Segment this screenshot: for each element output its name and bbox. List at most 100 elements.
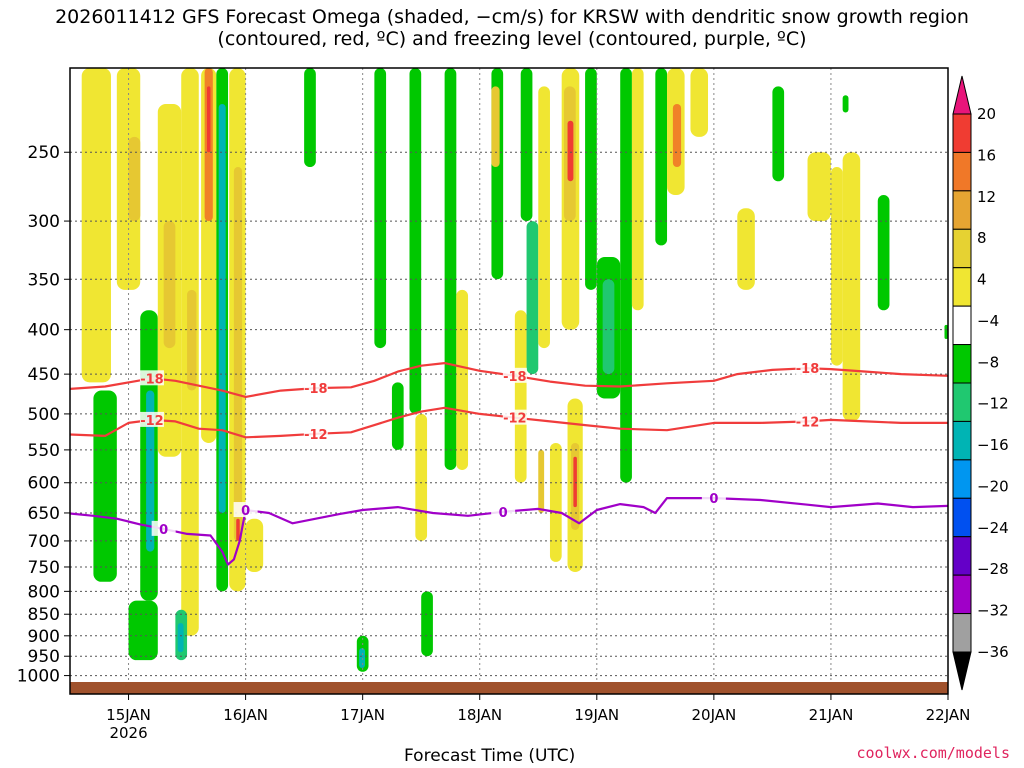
y-tick-label: 650 <box>28 504 60 524</box>
x-tick-label: 22JAN <box>926 706 971 724</box>
omega-cell <box>128 136 141 222</box>
omega-cell <box>163 221 176 349</box>
omega-cell <box>128 600 158 661</box>
colorbar-label: −28 <box>977 560 1009 578</box>
colorbar-swatch <box>952 190 972 230</box>
contour-label: 0 <box>159 523 168 538</box>
colorbar-swatch <box>952 113 972 153</box>
contour-label-bg <box>139 411 164 427</box>
y-tick-label: 700 <box>28 532 60 552</box>
colorbar-swatch <box>952 420 972 461</box>
y-tick-label: 350 <box>28 270 60 290</box>
contour-label: 0 <box>499 506 508 521</box>
colorbar-label: −36 <box>977 643 1009 661</box>
colorbar-label: −24 <box>977 519 1009 537</box>
omega-cell <box>304 68 316 168</box>
colorbar-swatch <box>952 574 972 615</box>
contour-label-bg <box>233 502 258 518</box>
colorbar-label: 20 <box>977 105 996 123</box>
y-tick-label: 950 <box>28 647 60 667</box>
y-tick-label: 750 <box>28 558 60 578</box>
omega-cell <box>690 68 709 137</box>
omega-cell <box>567 120 574 182</box>
y-tick-label: 300 <box>28 212 60 232</box>
omega-cell <box>374 68 387 349</box>
omega-cell <box>93 390 117 582</box>
credit-text: coolwx.com/models <box>856 744 1010 762</box>
colorbar-swatch <box>952 536 972 576</box>
omega-cell <box>444 68 457 470</box>
contour-line <box>70 362 948 398</box>
ground-band <box>70 682 948 694</box>
y-tick-label: 400 <box>28 321 60 341</box>
contour-label-bg <box>139 370 164 386</box>
colorbar-label: −16 <box>977 436 1009 454</box>
contour-label: 0 <box>241 504 250 519</box>
x-tick-label: 16JAN <box>223 706 268 724</box>
omega-cell <box>842 152 861 422</box>
y-tick-label: 450 <box>28 365 60 385</box>
omega-cell <box>585 68 597 290</box>
colorbar-label: −32 <box>977 602 1009 620</box>
contour-label: -18 <box>503 370 527 385</box>
omega-cell <box>538 86 550 349</box>
contour-label-bg <box>303 425 328 441</box>
colorbar-swatch <box>952 344 972 384</box>
colorbar-bottom-arrow <box>952 651 972 691</box>
omega-cell <box>549 442 562 562</box>
omega-cell <box>391 382 404 450</box>
contour-label: -18 <box>140 372 164 387</box>
omega-cell <box>409 68 422 414</box>
colorbar-swatch <box>952 382 972 422</box>
omega-cell <box>421 591 433 657</box>
omega-cell <box>456 289 469 470</box>
colorbar-swatch <box>952 459 972 499</box>
omega-cell <box>233 167 243 541</box>
omega-cell <box>772 86 785 182</box>
colorbar-label: 8 <box>977 229 987 247</box>
x-axis-label: Forecast Time (UTC) <box>404 746 576 766</box>
colorbar-swatch <box>952 497 972 538</box>
omega-cell <box>538 449 545 513</box>
x-tick-label: 20JAN <box>691 706 736 724</box>
x-tick-label: 18JAN <box>457 706 502 724</box>
contour-label: -12 <box>304 428 328 443</box>
colorbar-swatch <box>952 151 972 192</box>
omega-cell <box>218 103 226 513</box>
y-axis: 2503003504004505005506006507007508008509… <box>17 143 70 687</box>
colorbar-swatch <box>952 228 972 269</box>
omega-cell <box>236 518 240 541</box>
omega-cell <box>187 289 197 391</box>
omega-cell <box>655 68 668 246</box>
contour-label-bg <box>701 490 726 506</box>
y-tick-label: 550 <box>28 441 60 461</box>
y-tick-label: 850 <box>28 605 60 625</box>
colorbar-label: 12 <box>977 188 996 206</box>
omega-cell <box>877 195 890 311</box>
contour-label: 0 <box>709 492 718 507</box>
omega-cell <box>526 221 539 375</box>
colorbar-label: −8 <box>977 353 999 371</box>
y-tick-label: 800 <box>28 582 60 602</box>
x-tick-label: 15JAN <box>106 706 151 724</box>
colorbar-swatch <box>952 613 972 653</box>
colorbar-label: 16 <box>977 146 996 164</box>
contour-label: -12 <box>140 414 164 429</box>
omega-cell <box>177 623 184 653</box>
contour-lines: -18 -18 -18 -18 -12 -12 -12 -12 0 0 0 0 <box>70 360 948 566</box>
y-tick-label: 250 <box>28 143 60 163</box>
omega-cell <box>944 324 948 339</box>
contour-label-bg <box>491 503 516 519</box>
colorbar-top-arrow <box>952 75 972 115</box>
omega-cell <box>573 456 577 508</box>
omega-cell <box>146 390 155 552</box>
x-tick-label: 21JAN <box>809 706 854 724</box>
omega-cell <box>245 518 264 572</box>
colorbar-label: −4 <box>977 312 999 330</box>
omega-cell <box>514 310 527 483</box>
x-tick-label: 17JAN <box>340 706 385 724</box>
omega-cell <box>520 68 533 222</box>
contour-label-bg <box>502 367 527 383</box>
